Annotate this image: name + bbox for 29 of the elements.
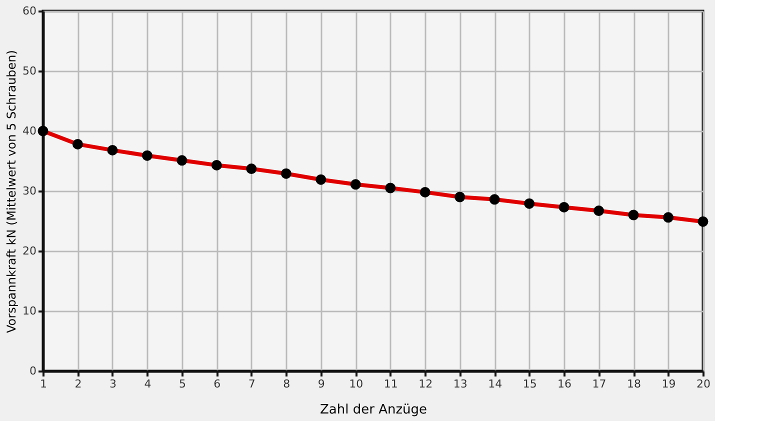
x-tick-label: 20 [696, 378, 710, 390]
x-tick-label: 4 [144, 378, 152, 390]
y-tick-label: 0 [30, 364, 36, 378]
x-tick-label: 15 [522, 378, 537, 390]
x-tick-label: 16 [558, 378, 572, 390]
x-tick-label: 14 [488, 378, 502, 390]
x-tick-label: 7 [248, 378, 256, 390]
y-axis-title: Vorspannkraft kN (Mittelwert von 5 Schrauben) [4, 50, 19, 333]
y-tick-label: 60 [22, 4, 36, 18]
x-tick-label: 18 [627, 378, 642, 390]
x-axis-title: Zahl der Anzüge [320, 402, 428, 418]
x-tick-label: 10 [349, 378, 364, 390]
y-tick-label: 50 [22, 64, 36, 78]
x-tick-label: 11 [384, 378, 398, 390]
x-tick-label: 3 [109, 378, 116, 390]
y-tick-label: 20 [22, 244, 36, 258]
x-tick-label: 12 [418, 378, 433, 390]
y-tick-label: 10 [22, 304, 36, 318]
x-tick-label: 19 [662, 378, 676, 390]
x-tick-label: 6 [214, 378, 221, 390]
y-tick-label: 40 [22, 124, 36, 138]
x-tick-label: 5 [178, 378, 186, 390]
x-tick-label: 9 [318, 378, 325, 390]
x-tick-label: 8 [283, 378, 290, 390]
x-tick-label: 1 [40, 378, 47, 390]
x-tick-label: 13 [453, 378, 468, 390]
x-tick-label: 17 [592, 378, 606, 390]
x-tick-label: 2 [74, 378, 82, 390]
y-tick-label: 30 [22, 184, 36, 198]
